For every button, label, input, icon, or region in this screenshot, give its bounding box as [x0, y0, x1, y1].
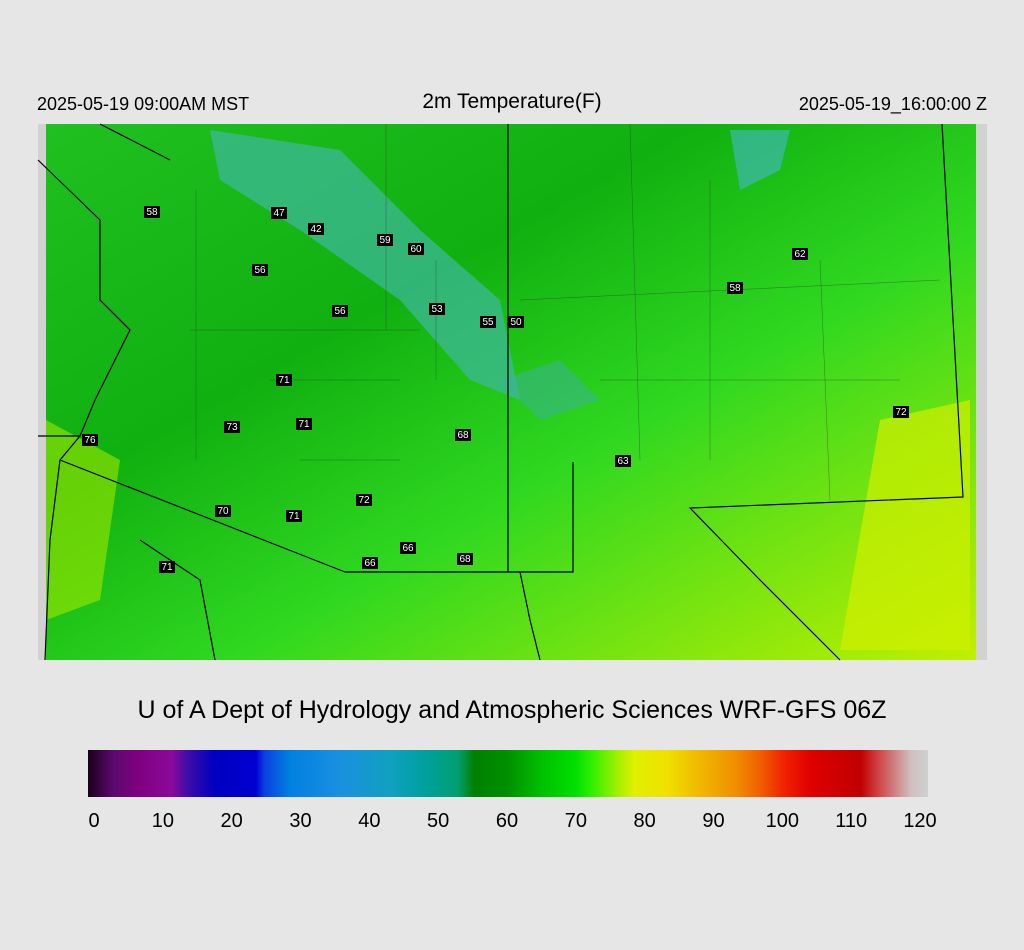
station-box [429, 303, 445, 315]
station-box [296, 418, 312, 430]
station-temp: 71 [278, 375, 290, 386]
station-box [224, 421, 240, 433]
valid-time-local: 2025-05-19 09:00AM MST [37, 94, 250, 114]
station-temp: 59 [379, 235, 391, 246]
station-temp: 55 [482, 317, 494, 328]
station-box [727, 282, 743, 294]
station-temp: 50 [510, 317, 522, 328]
station-box [215, 505, 231, 517]
map-title: 2m Temperature(F) [422, 90, 602, 113]
station-temp: 73 [226, 422, 238, 433]
station-box [332, 305, 348, 317]
station-box [893, 406, 909, 418]
warm-area [840, 400, 970, 650]
colorbar-tick-label: 20 [220, 810, 243, 832]
station-temp: 72 [895, 407, 907, 418]
station-box [252, 264, 268, 276]
cool-area [500, 360, 600, 420]
station-box [276, 374, 292, 386]
station-temp: 66 [364, 558, 376, 569]
station-temp: 71 [161, 562, 173, 573]
colorbar-tick-label: 90 [702, 810, 725, 832]
colorbar-tick-label: 100 [765, 810, 800, 832]
map: 58 47 42 59 60 56 56 53 55 50 62 58 71 73 71 68 76 72 63 72… [37, 123, 987, 661]
station-box [362, 557, 378, 569]
station-temp: 53 [431, 304, 443, 315]
station-temp: 76 [84, 435, 96, 446]
colorbar-tick-label: 10 [151, 810, 174, 832]
colorbar-tick-label: 80 [633, 810, 656, 832]
station-box [792, 248, 808, 260]
station-box [308, 223, 324, 235]
station-temp: 68 [459, 554, 471, 565]
station-temp: 56 [334, 306, 346, 317]
station-temp: 71 [288, 511, 300, 522]
valid-time-utc: 2025-05-19_16:00:00 Z [798, 94, 987, 114]
station-temp: 58 [146, 207, 158, 218]
station-box [159, 561, 175, 573]
station-box [356, 494, 372, 506]
station-temp: 60 [410, 244, 422, 255]
station-box [480, 316, 496, 328]
credit: U of A Dept of Hydrology and Atmospheric… [137, 696, 887, 724]
colorbar-tick-label: 0 [88, 810, 100, 832]
station-box [408, 243, 424, 255]
cool-area [210, 130, 520, 400]
station-box [271, 207, 287, 219]
colorbar-tick-label: 60 [495, 810, 519, 832]
station-temp: 58 [729, 283, 741, 294]
colorbar-tick-label: 70 [564, 810, 587, 832]
station-temp: 42 [310, 224, 322, 235]
station-box [508, 316, 524, 328]
colorbar-tick-label: 50 [427, 810, 450, 832]
station-box [82, 434, 98, 446]
station-box [615, 455, 631, 467]
station-temp: 71 [298, 419, 310, 430]
station-temp: 56 [254, 265, 266, 276]
station-box [457, 553, 473, 565]
station-temp: 47 [273, 208, 285, 219]
station-box [377, 234, 393, 246]
colorbar-tick-label: 40 [358, 810, 381, 832]
station-temp: 63 [617, 456, 629, 467]
station-box [455, 429, 471, 441]
station-temp: 66 [402, 543, 414, 554]
colorbar-tick-label: 120 [903, 810, 937, 832]
station-box [286, 510, 302, 522]
station-temp: 68 [457, 430, 469, 441]
colorbar [88, 750, 928, 797]
colorbar-tick-label: 30 [289, 810, 312, 832]
station-temp: 70 [217, 506, 229, 517]
colorbar-tick-label: 110 [835, 810, 868, 832]
warm-area [46, 420, 120, 620]
station-temp: 72 [358, 495, 370, 506]
boundaries [37, 123, 964, 661]
station-box [144, 206, 160, 218]
county-lines [190, 123, 941, 501]
station-temp: 62 [794, 249, 806, 260]
station-box [400, 542, 416, 554]
cool-area [730, 130, 790, 190]
